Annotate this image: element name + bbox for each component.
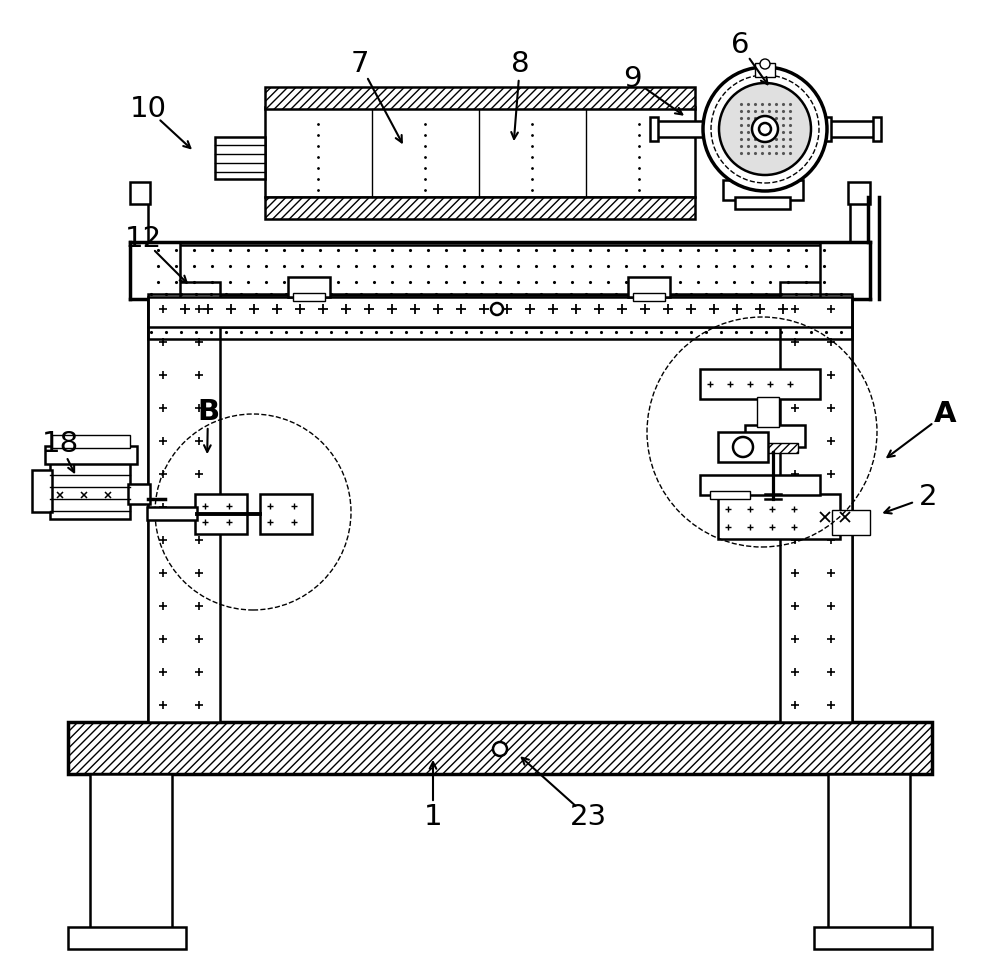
- Bar: [195, 494, 247, 534]
- Circle shape: [493, 742, 507, 756]
- Text: A: A: [934, 400, 956, 428]
- Text: 8: 8: [511, 50, 529, 78]
- Bar: [52, 435, 130, 448]
- Bar: [288, 277, 330, 297]
- Bar: [820, 242, 870, 299]
- Bar: [823, 117, 831, 141]
- Bar: [710, 491, 750, 499]
- Bar: [713, 117, 721, 141]
- Bar: [700, 369, 820, 399]
- Bar: [633, 293, 665, 301]
- Bar: [718, 432, 768, 462]
- Bar: [265, 107, 695, 197]
- Bar: [215, 137, 265, 179]
- Bar: [128, 484, 150, 504]
- Bar: [745, 425, 805, 447]
- Bar: [50, 462, 130, 519]
- Bar: [130, 182, 150, 204]
- Bar: [293, 293, 325, 301]
- Bar: [130, 242, 180, 299]
- Bar: [827, 121, 875, 137]
- Text: B: B: [197, 398, 219, 426]
- Bar: [735, 197, 790, 209]
- Bar: [68, 927, 186, 949]
- Bar: [873, 117, 881, 141]
- Text: 6: 6: [731, 31, 749, 59]
- Text: 12: 12: [124, 225, 162, 253]
- Bar: [148, 294, 852, 339]
- Bar: [260, 494, 312, 534]
- Bar: [780, 282, 852, 722]
- Bar: [828, 774, 910, 942]
- Circle shape: [703, 67, 827, 191]
- Bar: [757, 397, 779, 427]
- Bar: [265, 87, 695, 109]
- Bar: [848, 182, 870, 204]
- Bar: [718, 494, 840, 539]
- Text: 10: 10: [130, 95, 166, 123]
- Circle shape: [752, 116, 778, 142]
- Bar: [32, 470, 52, 512]
- Circle shape: [759, 123, 771, 135]
- Bar: [265, 197, 695, 219]
- Circle shape: [760, 59, 770, 69]
- Bar: [148, 282, 220, 722]
- Bar: [45, 446, 137, 464]
- Text: 23: 23: [569, 803, 607, 831]
- Circle shape: [491, 303, 503, 315]
- Bar: [752, 443, 798, 453]
- Bar: [723, 180, 803, 200]
- Bar: [653, 121, 715, 137]
- Bar: [148, 245, 852, 295]
- Bar: [755, 63, 775, 77]
- Bar: [700, 475, 820, 495]
- Text: 2: 2: [919, 483, 937, 511]
- Bar: [814, 927, 932, 949]
- Text: 1: 1: [424, 803, 442, 831]
- Circle shape: [733, 437, 753, 457]
- Text: 18: 18: [41, 430, 79, 458]
- Text: 7: 7: [351, 50, 369, 78]
- Bar: [650, 117, 658, 141]
- Bar: [148, 297, 852, 327]
- Bar: [832, 510, 870, 535]
- Bar: [68, 722, 932, 774]
- Bar: [628, 277, 670, 297]
- Circle shape: [719, 83, 811, 175]
- Bar: [147, 507, 197, 520]
- Bar: [90, 774, 172, 942]
- Text: 9: 9: [623, 65, 641, 93]
